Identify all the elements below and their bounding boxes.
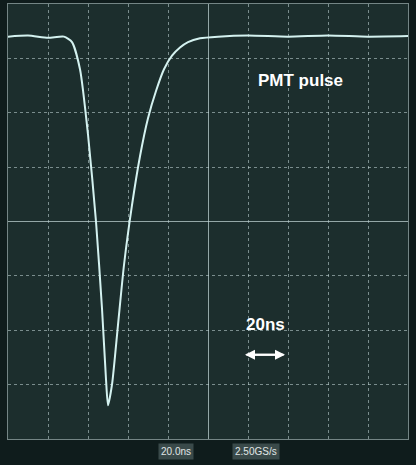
svg-text:2.50GS/s: 2.50GS/s xyxy=(235,446,277,457)
svg-text:20.0ns: 20.0ns xyxy=(161,446,191,457)
svg-text:20ns: 20ns xyxy=(246,315,285,334)
svg-text:PMT pulse: PMT pulse xyxy=(258,71,343,90)
